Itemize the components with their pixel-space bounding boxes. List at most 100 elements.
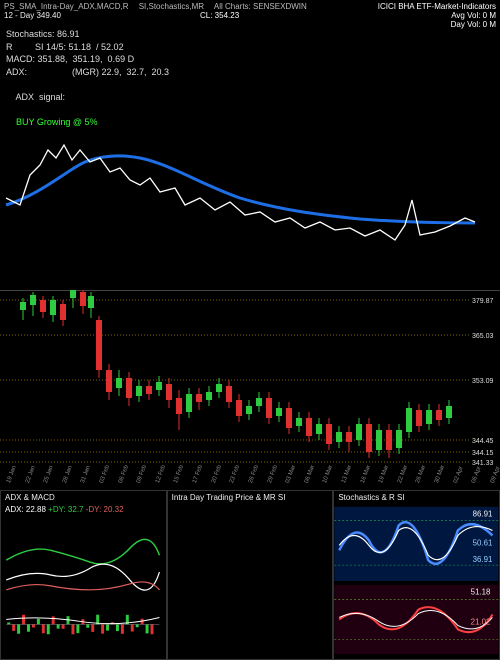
date-tick: 17 Feb: [192, 478, 199, 484]
adx-macd-values: ADX: 22.88 +DY: 32.7 -DY: 20.32: [5, 505, 124, 514]
candle: [156, 382, 162, 390]
header-day: 12 - Day 349.40: [4, 11, 61, 20]
date-tick: 22 Jan: [25, 478, 32, 484]
candle: [416, 410, 422, 426]
ind-1: PS_SMA_Intra-Day_ADX,MACD,R: [4, 2, 128, 11]
price-level-label: 379.87: [472, 298, 494, 305]
candle: [206, 392, 212, 400]
date-tick: 09 Feb: [136, 478, 143, 484]
date-tick: 23 Feb: [229, 478, 236, 484]
price-level-label: 341.33: [472, 460, 494, 467]
candle: [216, 384, 222, 392]
candle: [436, 410, 442, 420]
candle: [386, 430, 392, 450]
candle: [50, 300, 56, 315]
candle: [146, 386, 152, 394]
candle: [96, 320, 102, 370]
candle: [106, 370, 112, 392]
candle: [166, 384, 172, 400]
candle: [446, 406, 452, 418]
adx-macd-panel: ADX & MACD ADX: 22.88 +DY: 32.7 -DY: 20.…: [0, 490, 167, 660]
date-tick: 10 Mar: [322, 478, 329, 484]
date-tick: 02 Apr: [453, 478, 460, 484]
price-level-label: 353.09: [472, 378, 494, 385]
date-tick: 13 Mar: [341, 478, 348, 484]
bottom-panels: ADX & MACD ADX: 22.88 +DY: 32.7 -DY: 20.…: [0, 490, 500, 660]
stoch-rsi-title: Stochastics & R SI: [338, 493, 404, 502]
candle: [356, 424, 362, 440]
adx-signal-label: ADX signal:: [16, 92, 66, 102]
stoch-rsi-panel: Stochastics & R SI 50.61 36.91 86.91 21.…: [333, 490, 500, 660]
candle: [80, 292, 86, 306]
candle: [70, 290, 76, 298]
candle: [126, 378, 132, 398]
adx-signal-value: BUY Growing @ 5%: [16, 117, 98, 127]
sma-blue-line: [6, 156, 475, 223]
candle: [346, 432, 352, 442]
price-level-label: 344.15: [472, 450, 494, 457]
stochastics-value: Stochastics: 86.91: [6, 28, 169, 41]
candle: [256, 398, 262, 406]
price-white-line: [6, 145, 475, 240]
candle: [176, 398, 182, 414]
price-level-label: 365.03: [472, 333, 494, 340]
candle: [40, 300, 46, 312]
candle: [396, 430, 402, 448]
candlestick-chart: 379.87 365.03 353.09 344.45 344.15 341.33: [0, 290, 500, 490]
candle: [226, 386, 232, 402]
candle: [316, 424, 322, 434]
header-dayvol: Day Vol: 0 M: [451, 20, 496, 29]
price-level-label: 344.45: [472, 438, 494, 445]
intraday-panel: Intra Day Trading Price & MR SI: [167, 490, 334, 660]
candle: [286, 408, 292, 428]
date-tick: 12 Feb: [155, 478, 162, 484]
date-tick: 25 Jan: [43, 478, 50, 484]
candle: [336, 432, 342, 442]
candle: [426, 410, 432, 424]
date-tick: 19 Jan: [6, 478, 13, 484]
date-tick: 03 Feb: [99, 478, 106, 484]
header-symbol: ICICI BHA ETF-Market-Indicators: [378, 2, 496, 11]
date-tick: 16 Mar: [360, 478, 367, 484]
date-tick: 29 Feb: [267, 478, 274, 484]
header-indicators: PS_SMA_Intra-Day_ADX,MACD,R SI,Stochasti…: [4, 2, 315, 11]
date-tick: 28 Jan: [62, 478, 69, 484]
rsi-value: R SI 14/5: 51.18 / 52.02: [6, 41, 169, 54]
date-axis: 19 Jan22 Jan25 Jan28 Jan31 Jan03 Feb06 F…: [0, 482, 500, 488]
adx-macd-svg: [1, 491, 166, 659]
candle: [60, 304, 66, 320]
candle: [236, 400, 242, 416]
date-tick: 26 Mar: [415, 478, 422, 484]
candle: [306, 418, 312, 436]
ind-2: SI,Stochastics,MR: [139, 2, 204, 11]
candle: [186, 394, 192, 412]
rsi-val: 51.18: [471, 588, 491, 597]
candle: [326, 424, 332, 444]
header-cl: CL: 354.23: [200, 11, 239, 20]
candle: [196, 394, 202, 402]
date-tick: 26 Feb: [248, 478, 255, 484]
stoch-label-2: 36.91: [473, 555, 493, 564]
candle: [296, 418, 302, 426]
adx-value: ADX: (MGR) 22.9, 32.7, 20.3: [6, 66, 169, 79]
date-tick: 03 Mar: [285, 478, 292, 484]
candle: [116, 378, 122, 388]
date-tick: 31 Jan: [80, 478, 87, 484]
date-tick: 06 Apr: [471, 478, 478, 484]
chart-header: PS_SMA_Intra-Day_ADX,MACD,R SI,Stochasti…: [0, 0, 500, 31]
adx-macd-title: ADX & MACD: [5, 493, 55, 502]
ind-3: All Charts: SENSEXDWIN: [214, 2, 307, 11]
candle: [88, 296, 94, 308]
stoch-val: 86.91: [473, 510, 493, 519]
date-tick: 09 Apr: [490, 478, 497, 484]
macd-value: MACD: 351.88, 351.19, 0.69 D: [6, 53, 169, 66]
candle: [276, 408, 282, 416]
date-tick: 15 Feb: [173, 478, 180, 484]
candle: [366, 424, 372, 452]
date-tick: 19 Mar: [378, 478, 385, 484]
header-avgvol: Avg Vol: 0 M: [451, 11, 496, 20]
candle: [266, 398, 272, 418]
candle: [406, 408, 412, 432]
date-tick: 20 Feb: [211, 478, 218, 484]
candle: [136, 386, 142, 396]
